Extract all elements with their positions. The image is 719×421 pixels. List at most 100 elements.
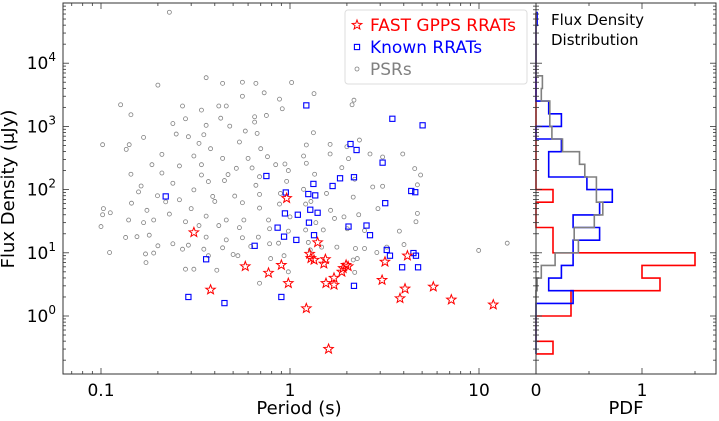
data-point-circle [357, 137, 362, 143]
data-point-star [487, 298, 500, 310]
data-point-circle [332, 216, 337, 221]
histogram-x-axis-label: PDF [608, 398, 643, 419]
data-point-square [383, 246, 390, 254]
data-point-circle [245, 155, 251, 161]
data-point-circle [504, 240, 510, 246]
data-point-circle [350, 257, 356, 263]
data-point-circle [253, 182, 259, 188]
data-point-circle [252, 119, 258, 125]
data-point-square [305, 190, 312, 198]
data-point-square [293, 236, 300, 244]
data-point-circle [339, 165, 345, 171]
data-point-star [322, 342, 335, 355]
data-point-circle [253, 80, 259, 86]
data-point-circle [346, 156, 351, 162]
data-point-square [221, 299, 228, 307]
x-tick-label: 0.1 [87, 381, 114, 401]
y-tick-label: 100 [27, 303, 56, 327]
data-point-circle [155, 243, 161, 249]
data-point-star [300, 301, 313, 314]
data-point-circle [311, 91, 317, 97]
data-point-circle [196, 140, 202, 146]
data-point-circle [123, 146, 129, 152]
data-point-circle [284, 178, 290, 184]
data-point-square [382, 200, 389, 207]
data-point-square [386, 252, 394, 259]
data-point-circle [170, 121, 176, 126]
data-point-circle [143, 260, 149, 265]
data-point-circle [201, 132, 207, 138]
y-tick-label: 104 [27, 50, 56, 74]
data-point-circle [163, 199, 169, 205]
series-circle-group [98, 9, 510, 286]
data-point-circle [374, 250, 380, 255]
data-point-square [274, 224, 281, 231]
x-tick-label: 10 [468, 381, 490, 401]
data-point-circle [248, 244, 254, 249]
data-point-circle [126, 217, 132, 223]
histogram-axes-frame [535, 2, 717, 375]
legend-label-fast-gpps-rrats: FAST GPPS RRATs [370, 16, 516, 36]
data-point-circle [241, 217, 247, 223]
data-point-circle [257, 174, 262, 180]
data-point-circle [301, 153, 306, 159]
data-point-circle [476, 248, 482, 253]
data-point-star [275, 258, 288, 271]
y-tick-exponent: 1 [48, 240, 56, 254]
data-point-circle [320, 227, 326, 233]
data-point-circle [183, 116, 188, 122]
data-point-circle [313, 220, 319, 226]
data-point-circle [223, 237, 229, 243]
data-point-circle [201, 246, 207, 252]
data-point-circle [185, 134, 191, 140]
data-point-star [398, 282, 412, 294]
data-point-square [414, 264, 422, 271]
data-point-circle [141, 134, 146, 140]
data-point-circle [203, 234, 209, 240]
data-point-circle [216, 223, 222, 228]
data-point-star [445, 293, 458, 306]
data-point-star [375, 273, 389, 286]
y-tick-base: 10 [27, 307, 49, 327]
data-point-circle [191, 266, 197, 272]
data-point-circle [281, 253, 287, 259]
data-point-square [281, 210, 289, 217]
data-point-square [347, 140, 354, 148]
legend-marker-circle-icon [354, 66, 360, 72]
legend-marker-star-icon [350, 18, 364, 31]
y-tick-base: 10 [27, 181, 49, 201]
data-point-square [389, 115, 396, 122]
data-point-circle [232, 193, 238, 199]
data-point-square [294, 211, 301, 218]
data-point-circle [400, 151, 406, 157]
histogram-title-line-1: Flux Density [551, 11, 644, 29]
data-point-circle [233, 165, 239, 171]
data-point-circle [257, 191, 262, 197]
data-point-square [310, 180, 317, 188]
data-point-circle [170, 241, 176, 247]
data-point-circle [216, 103, 222, 109]
data-point-square [366, 232, 374, 239]
data-point-circle [240, 79, 245, 85]
data-point-circle [257, 205, 262, 211]
data-point-circle [352, 269, 358, 275]
legend-label-known-rrats: Known RRATs [370, 38, 482, 58]
data-point-circle [261, 90, 267, 96]
data-point-circle [98, 224, 104, 229]
x-axis-label: Period (s) [256, 398, 341, 419]
legend-box [344, 9, 528, 85]
y-tick-base: 10 [27, 54, 49, 74]
data-point-circle [277, 96, 282, 102]
data-point-star [311, 235, 324, 248]
data-point-square [202, 256, 210, 263]
data-point-circle [237, 139, 242, 145]
data-point-circle [240, 93, 245, 99]
data-point-circle [151, 250, 157, 256]
data-point-circle [412, 166, 418, 171]
data-point-circle [303, 227, 309, 233]
data-point-circle [285, 228, 291, 234]
data-point-square [312, 192, 319, 199]
data-point-circle [380, 154, 386, 160]
data-point-circle [151, 217, 157, 223]
data-point-circle [100, 212, 106, 218]
